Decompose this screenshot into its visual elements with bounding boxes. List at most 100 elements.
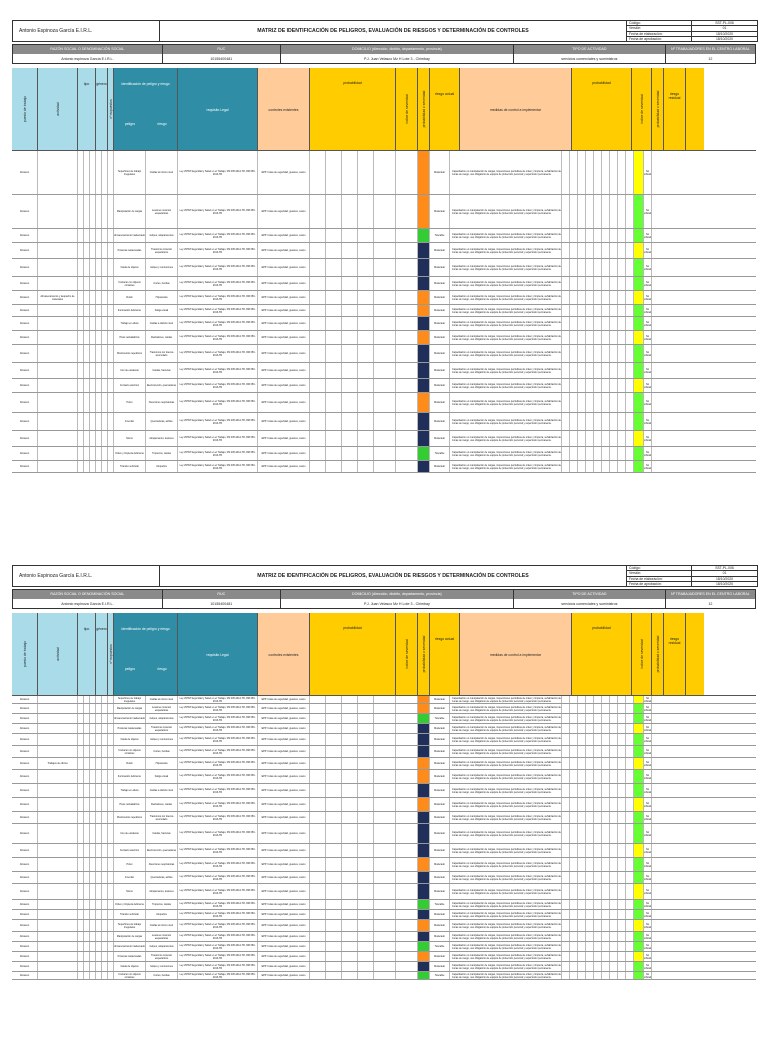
- controles-cell: EPP: botas de seguridad, guantes, casco: [258, 379, 310, 392]
- expuestos-cell: [108, 798, 114, 811]
- prob-b-cell: [326, 798, 342, 811]
- prob2-cell: [602, 910, 610, 919]
- riesgo-residual-cell: [634, 784, 644, 797]
- nivel-riesgo-cell: Tolerable: [430, 900, 450, 909]
- peligro-cell: Pisos resbaladizos: [114, 331, 146, 344]
- table-row: Almacén Movimientos repetitivos Trastornos…: [12, 812, 756, 824]
- table-row: Almacén Tránsito vehicular Atropellos Ley 2…: [12, 910, 756, 920]
- sev2-cell: [618, 363, 626, 378]
- puesto-cell: Almacén: [12, 798, 38, 811]
- prob2-cell: [602, 770, 610, 783]
- peligro-cell: Pisos resbaladizos: [114, 798, 146, 811]
- pxs2-cell: [626, 363, 634, 378]
- riesgo-cell: Trastornos por trauma acumulado: [146, 812, 178, 823]
- controles-cell: EPP: botas de seguridad, guantes, casco: [258, 714, 310, 723]
- prob2-cell: [586, 243, 594, 258]
- genero-cell: [102, 972, 108, 979]
- controles-cell: EPP: botas de seguridad, guantes, casco: [258, 461, 310, 472]
- sev2-cell: [618, 734, 626, 745]
- prob2-cell: [602, 746, 610, 757]
- genero-cell: [96, 229, 102, 242]
- prob-total-cell: [374, 812, 396, 823]
- tipo-cell: [78, 229, 84, 242]
- prob-c-cell: [342, 910, 358, 919]
- prob2-cell: [562, 798, 570, 811]
- sig-cell: No significativo: [644, 331, 652, 344]
- sev2-cell: [618, 379, 626, 392]
- table-row: Almacén Superficies de trabajo irregulare…: [12, 920, 756, 932]
- riesgo-cell: Lesiones músculo esqueléticas: [146, 195, 178, 228]
- peligro-cell: Posturas inadecuadas: [114, 243, 146, 258]
- requisito-cell: Ley 29783 Seguridad y Salud en el Trabaj…: [178, 431, 258, 446]
- prob2-cell: [570, 884, 578, 899]
- col-requisito: requisito Legal: [206, 108, 229, 112]
- sig-cell: No significativo: [644, 259, 652, 276]
- prob2-cell: [562, 872, 570, 883]
- genero-cell: [102, 704, 108, 713]
- tipo-cell: [78, 277, 84, 290]
- riesgo-residual-cell: [634, 363, 644, 378]
- genero-cell: [96, 910, 102, 919]
- table-row: Almacén Trabajo en altura Caídas a distint…: [12, 784, 756, 798]
- aprob-date-value: 18/10/2020: [716, 581, 733, 586]
- prob2-cell: [570, 844, 578, 857]
- prob-c-cell: [342, 447, 358, 460]
- prob2-cell: [586, 910, 594, 919]
- prob2-cell: [594, 363, 602, 378]
- nivel-riesgo-cell: Moderado: [430, 858, 450, 871]
- prob-total-cell: [374, 243, 396, 258]
- severidad-cell: [396, 291, 418, 304]
- expuestos-cell: [108, 413, 114, 430]
- riesgo-cell: Electrocución, quemaduras: [146, 379, 178, 392]
- prob2-cell: [594, 962, 602, 971]
- requisito-cell: Ley 29783 Seguridad y Salud en el Trabaj…: [178, 259, 258, 276]
- prob2-cell: [586, 305, 594, 316]
- tipo-cell: [78, 461, 84, 472]
- puesto-cell: Almacén: [12, 431, 38, 446]
- riesgo-cell: Fatiga visual: [146, 305, 178, 316]
- riesgo-color-cell: [418, 884, 430, 899]
- prob-a-cell: [310, 746, 326, 757]
- tipo-cell: [90, 884, 96, 899]
- controles-cell: EPP: botas de seguridad, guantes, casco: [258, 317, 310, 330]
- peligro-cell: Polvo: [114, 393, 146, 412]
- prob-d-cell: [358, 229, 374, 242]
- prob-total-cell: [374, 932, 396, 941]
- prob2-cell: [602, 243, 610, 258]
- prob2-cell: [602, 942, 610, 951]
- genero-cell: [102, 243, 108, 258]
- requisito-cell: Ley 29783 Seguridad y Salud en el Trabaj…: [178, 379, 258, 392]
- expuestos-cell: [108, 704, 114, 713]
- prob2-cell: [602, 920, 610, 931]
- col-ident: identificación de peligro y riesgo: [121, 627, 170, 631]
- genero-cell: [102, 393, 108, 412]
- prob2-cell: [610, 714, 618, 723]
- riesgo-cell: Electrocución, quemaduras: [146, 844, 178, 857]
- riesgo-color-cell: [418, 243, 430, 258]
- prob2-cell: [586, 724, 594, 733]
- sig-cell: No significativo: [644, 243, 652, 258]
- prob-c-cell: [342, 291, 358, 304]
- riesgo-color-cell: [418, 696, 430, 703]
- tipo-cell: [84, 704, 90, 713]
- controles-cell: EPP: botas de seguridad, guantes, casco: [258, 910, 310, 919]
- col-pxs-2: probabilidad x severidad: [655, 90, 660, 128]
- nivel-riesgo-cell: Moderado: [430, 696, 450, 703]
- prob2-cell: [578, 714, 586, 723]
- tipo-cell: [90, 900, 96, 909]
- tipo-cell: [90, 345, 96, 362]
- pxs2-cell: [626, 259, 634, 276]
- sig-cell: No significativo: [644, 758, 652, 769]
- requisito-cell: Ley 29783 Seguridad y Salud en el Trabaj…: [178, 910, 258, 919]
- col-pxs-2: probabilidad x severidad: [655, 635, 660, 673]
- sev2-cell: [618, 195, 626, 228]
- actividad-cell: [38, 151, 78, 194]
- prob2-cell: [610, 305, 618, 316]
- severidad-cell: [396, 259, 418, 276]
- table-row: Almacén Contacto con objetos cortantes Cor…: [12, 277, 756, 291]
- expuestos-cell: [108, 844, 114, 857]
- medidas-cell: Capacitación en manipulación de cargas, …: [450, 461, 562, 472]
- prob2-cell: [562, 758, 570, 769]
- sig-cell: No significativo: [644, 363, 652, 378]
- code-value: SST-PL-006: [715, 566, 734, 571]
